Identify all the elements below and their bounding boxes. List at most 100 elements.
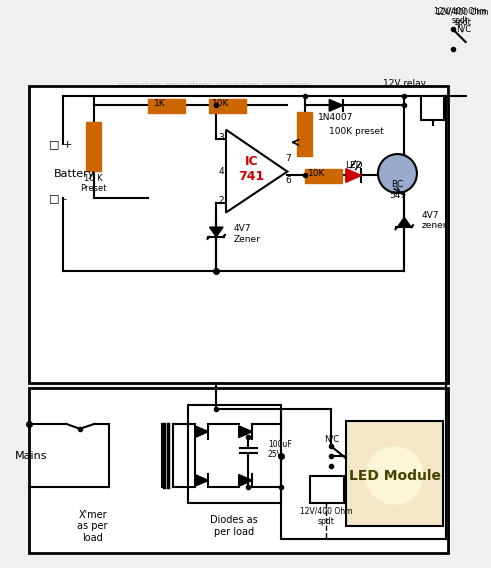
Text: LED Module: LED Module [349, 469, 440, 483]
Bar [210, 98, 246, 113]
Text: swagatam innovations: swagatam innovations [216, 495, 310, 504]
Text: swagatam innovations: swagatam innovations [118, 99, 213, 108]
Polygon shape [210, 227, 223, 237]
Text: 4V7
zener: 4V7 zener [422, 211, 447, 230]
Bar [148, 98, 185, 113]
Text: swagatam innovations: swagatam innovations [118, 292, 213, 301]
Text: 6: 6 [285, 176, 291, 185]
Text: swagatam innovations: swagatam innovations [313, 408, 408, 417]
Text: swagatam innovations: swagatam innovations [118, 327, 213, 336]
Text: X'mer
as per
load: X'mer as per load [77, 509, 108, 543]
Polygon shape [195, 474, 209, 486]
Polygon shape [239, 426, 252, 437]
Text: 10K: 10K [308, 169, 325, 178]
Text: swagatam innovations: swagatam innovations [216, 99, 310, 108]
Text: swagatam innovations: swagatam innovations [313, 513, 408, 522]
Bar [310, 475, 344, 503]
Text: BC
547: BC 547 [389, 181, 406, 200]
Text: swagatam innovations: swagatam innovations [313, 478, 408, 487]
Text: □ +: □ + [49, 139, 72, 149]
Text: swagatam innovations: swagatam innovations [216, 116, 310, 126]
Bar [297, 112, 312, 156]
Circle shape [378, 154, 417, 193]
Text: N/C: N/C [324, 435, 339, 444]
Text: swagatam innovations: swagatam innovations [216, 134, 310, 143]
Text: 7: 7 [285, 154, 291, 164]
Bar [29, 388, 448, 553]
Text: swagatam innovations: swagatam innovations [118, 222, 213, 231]
Text: swagatam innovations: swagatam innovations [313, 495, 408, 504]
Text: 4V7
Zener: 4V7 Zener [234, 224, 261, 244]
Text: 100uF
25V: 100uF 25V [268, 440, 292, 459]
Text: swagatam innovations: swagatam innovations [216, 81, 310, 90]
Text: 10K: 10K [213, 99, 230, 108]
Text: swagatam innovations: swagatam innovations [313, 425, 408, 435]
Polygon shape [195, 426, 209, 437]
Text: swagatam innovations: swagatam innovations [216, 344, 310, 353]
Text: 12V/400 Ohm
spdt: 12V/400 Ohm spdt [434, 6, 486, 26]
Text: swagatam innovations: swagatam innovations [118, 344, 213, 353]
Text: N/C: N/C [456, 25, 471, 34]
Text: 12V/400 Ohm
spdt: 12V/400 Ohm spdt [436, 8, 489, 27]
Text: 100K preset: 100K preset [329, 127, 384, 136]
Text: IC
741: IC 741 [238, 154, 265, 183]
Polygon shape [397, 218, 411, 227]
Text: swagatam innovations: swagatam innovations [216, 204, 310, 213]
Text: swagatam innovations: swagatam innovations [216, 274, 310, 283]
Polygon shape [226, 130, 287, 212]
Text: swagatam innovations: swagatam innovations [313, 443, 408, 452]
Circle shape [365, 446, 424, 505]
Text: swagatam innovations: swagatam innovations [118, 152, 213, 161]
Text: □ -: □ - [49, 193, 67, 203]
Text: swagatam innovations: swagatam innovations [118, 310, 213, 318]
Text: swagatam innovations: swagatam innovations [216, 408, 310, 417]
Text: swagatam innovations: swagatam innovations [118, 460, 213, 469]
Text: swagatam innovations: swagatam innovations [216, 310, 310, 318]
Text: swagatam innovations: swagatam innovations [118, 443, 213, 452]
Polygon shape [329, 99, 343, 111]
Text: 1N4007: 1N4007 [318, 112, 354, 122]
Text: 10 K
Preset: 10 K Preset [80, 174, 107, 193]
Text: Battery: Battery [54, 169, 95, 178]
Text: Mains: Mains [15, 451, 47, 461]
Bar [346, 421, 443, 526]
Text: swagatam innovations: swagatam innovations [216, 257, 310, 266]
Polygon shape [346, 169, 361, 182]
Text: swagatam innovations: swagatam innovations [118, 204, 213, 213]
Bar [86, 122, 101, 170]
Text: 3: 3 [218, 133, 224, 142]
Text: swagatam innovations: swagatam innovations [118, 478, 213, 487]
Bar [305, 169, 342, 183]
Text: swagatam innovations: swagatam innovations [118, 362, 213, 371]
Text: 12V/400 Ohm
spdt: 12V/400 Ohm spdt [300, 507, 353, 526]
Text: swagatam innovations: swagatam innovations [118, 239, 213, 248]
Text: swagatam innovations: swagatam innovations [216, 327, 310, 336]
Text: swagatam innovations: swagatam innovations [216, 425, 310, 435]
Text: swagatam innovations: swagatam innovations [313, 460, 408, 469]
Text: swagatam innovations: swagatam innovations [118, 257, 213, 266]
Text: swagatam innovations: swagatam innovations [216, 292, 310, 301]
Text: 1K: 1K [154, 99, 165, 108]
Text: 2: 2 [218, 197, 224, 205]
Text: swagatam innovations: swagatam innovations [118, 495, 213, 504]
Polygon shape [239, 474, 252, 486]
Bar [188, 406, 280, 503]
Text: swagatam innovations: swagatam innovations [216, 362, 310, 371]
Text: swagatam innovations: swagatam innovations [216, 169, 310, 178]
Text: LED: LED [345, 161, 362, 170]
Text: swagatam innovations: swagatam innovations [118, 116, 213, 126]
Text: swagatam innovations: swagatam innovations [216, 239, 310, 248]
Text: 4: 4 [218, 167, 224, 176]
Text: swagatam innovations: swagatam innovations [118, 169, 213, 178]
Bar [421, 95, 444, 120]
Text: swagatam innovations: swagatam innovations [118, 274, 213, 283]
Text: swagatam innovations: swagatam innovations [118, 425, 213, 435]
Text: swagatam innovations: swagatam innovations [216, 222, 310, 231]
Bar [29, 86, 448, 383]
Text: swagatam innovations: swagatam innovations [216, 186, 310, 195]
Text: Diodes as
per load: Diodes as per load [210, 515, 258, 537]
Text: swagatam innovations: swagatam innovations [118, 186, 213, 195]
Text: swagatam innovations: swagatam innovations [118, 134, 213, 143]
Text: swagatam innovations: swagatam innovations [216, 443, 310, 452]
Text: swagatam innovations: swagatam innovations [216, 152, 310, 161]
